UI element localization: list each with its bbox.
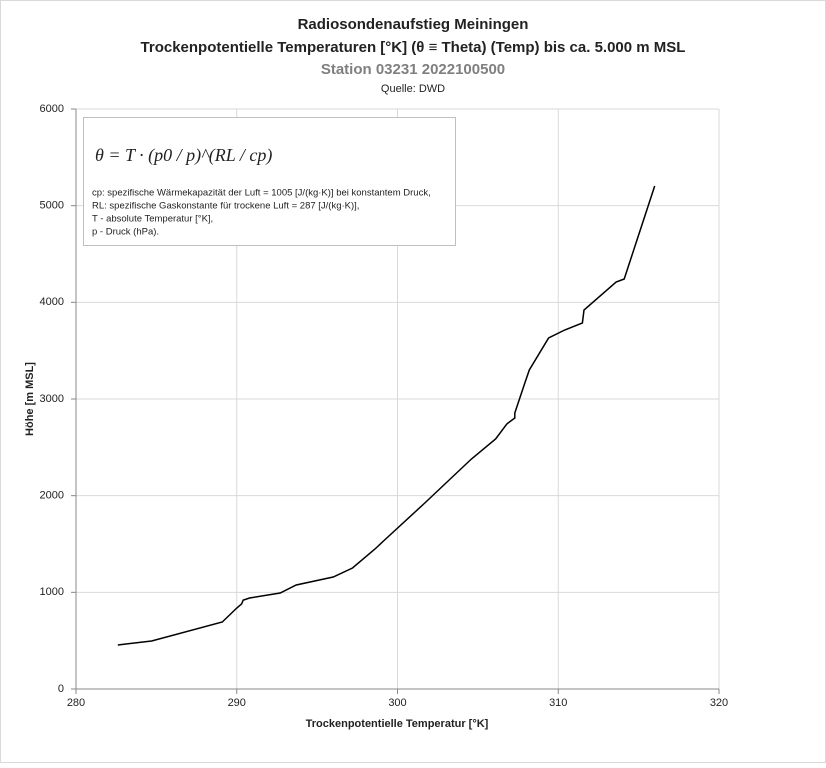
note: cp: spezifische Wärmekapazität der Luft … xyxy=(92,188,431,199)
x-tick-label: 280 xyxy=(67,697,85,709)
chart-title: Radiosondenaufstieg Meiningen xyxy=(298,16,529,33)
note: p - Druck (hPa). xyxy=(92,227,159,238)
x-tick-label: 320 xyxy=(710,697,728,709)
y-axis-label: Höhe [m MSL] xyxy=(24,362,36,436)
y-tick-label: 4000 xyxy=(40,296,64,308)
formula: θ = T · (p0 / p)^(RL / cp) xyxy=(95,145,272,166)
x-tick-label: 300 xyxy=(388,697,406,709)
x-axis-label: Trockenpotentielle Temperatur [°K] xyxy=(306,718,489,730)
station: Station 03231 2022100500 xyxy=(321,61,505,78)
y-tick-label: 6000 xyxy=(40,103,64,115)
y-tick-label: 3000 xyxy=(40,393,64,405)
note: T - absolute Temperatur [°K], xyxy=(92,214,213,225)
data-line xyxy=(117,185,656,646)
y-tick-label: 2000 xyxy=(40,490,64,502)
chart-subtitle: Trockenpotentielle Temperaturen [°K] (θ … xyxy=(141,39,686,56)
y-tick-label: 1000 xyxy=(40,586,64,598)
formula-box xyxy=(83,117,456,246)
note: RL: spezifische Gaskonstante für trocken… xyxy=(92,201,359,212)
plot-area: 0 1000 2000 3000 4000 5000 6000 280 290 300 310 320… xyxy=(40,103,729,709)
y-tick-label: 0 xyxy=(58,683,64,695)
x-tick-label: 290 xyxy=(228,697,246,709)
source: Quelle: DWD xyxy=(381,83,445,95)
x-tick-label: 310 xyxy=(549,697,567,709)
y-tick-label: 5000 xyxy=(40,200,64,212)
